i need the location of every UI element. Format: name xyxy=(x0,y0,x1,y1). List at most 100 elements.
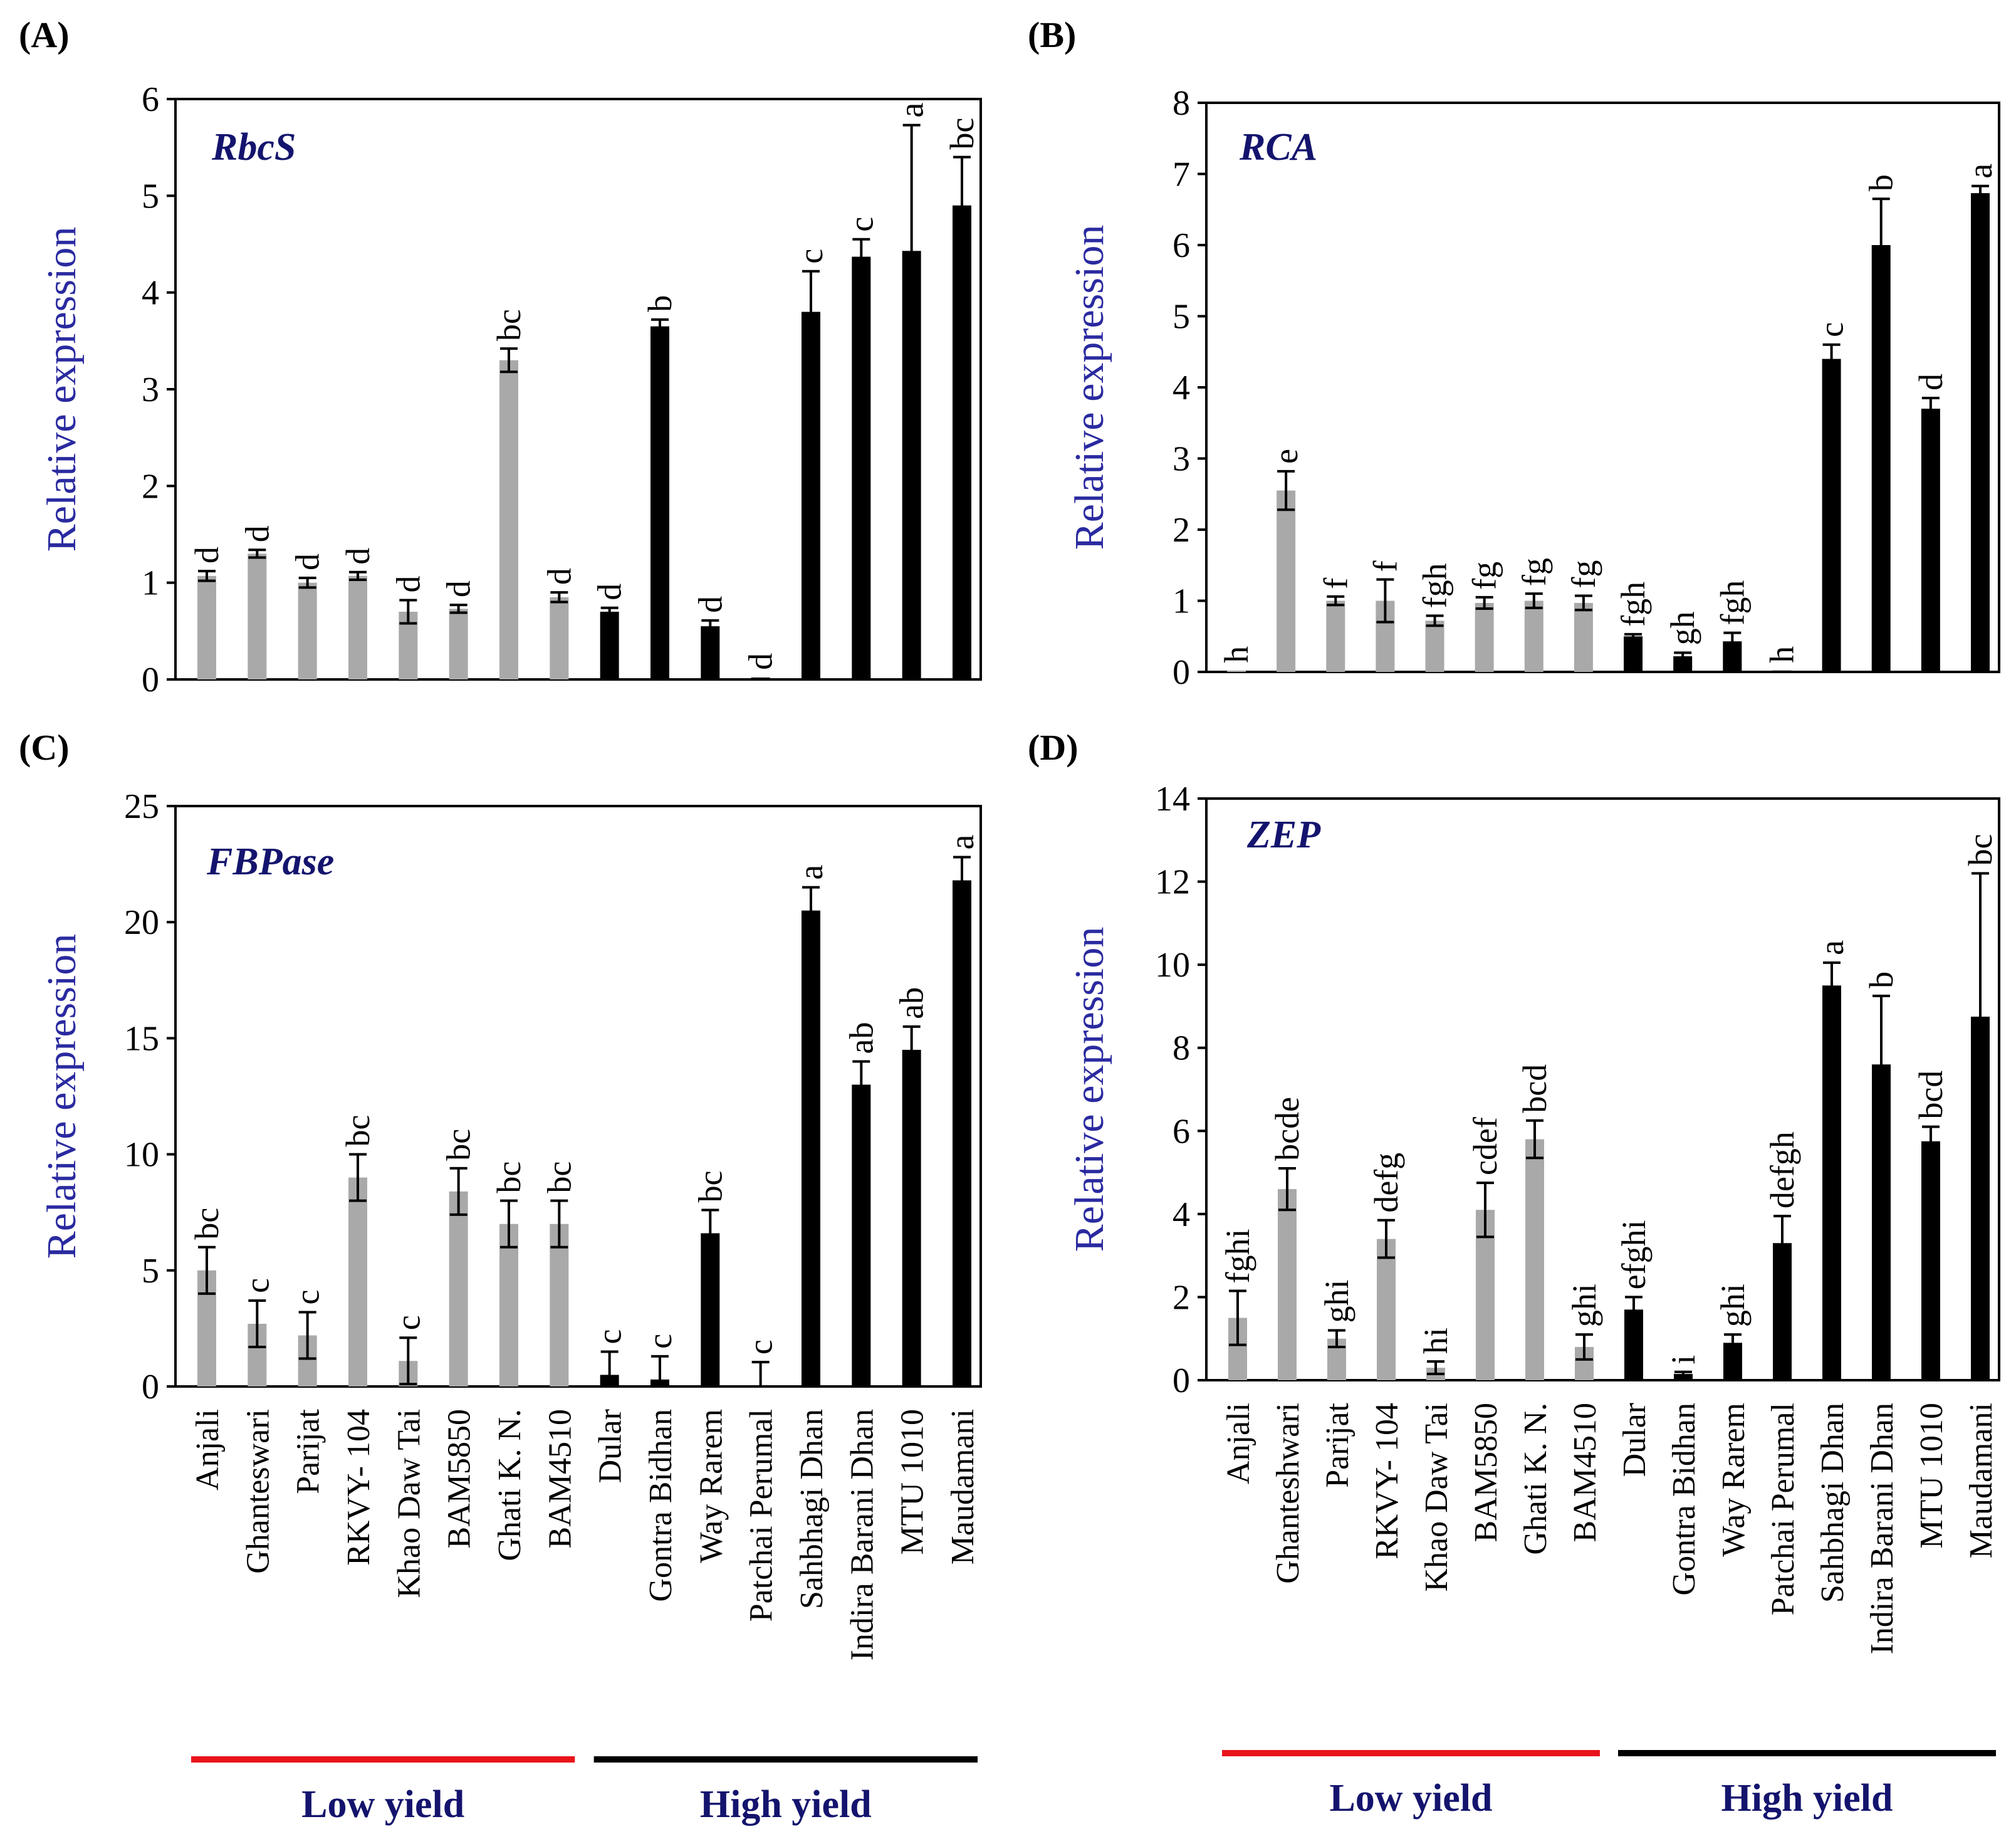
bar xyxy=(802,312,820,679)
category-label: Ghanteswari xyxy=(240,1409,276,1574)
significance-letter: d xyxy=(742,653,780,670)
bar xyxy=(348,575,367,679)
bar xyxy=(348,1177,367,1386)
bar xyxy=(1425,621,1444,672)
bar xyxy=(953,880,971,1386)
panel-label: (A) xyxy=(19,14,70,55)
category-label: MTU 1010 xyxy=(1914,1403,1950,1549)
bar xyxy=(1377,1239,1396,1380)
significance-letter: d xyxy=(389,575,427,592)
panel-c: 0 5 10 15 20 25 (C) FBPase Relative expression bc… xyxy=(19,727,982,1826)
y-axis-label: Relative expression xyxy=(39,227,85,552)
bar xyxy=(1772,670,1792,672)
bar xyxy=(197,575,216,679)
y-tick-label: 10 xyxy=(124,1136,159,1175)
significance-letter: f xyxy=(1317,578,1354,589)
significance-letter: c xyxy=(792,249,830,264)
significance-letter: efghi xyxy=(1615,1220,1653,1289)
y-tick-label: 3 xyxy=(142,370,159,409)
category-label: Indira Barani Dhan xyxy=(844,1409,880,1660)
y-tick-label: 0 xyxy=(142,1368,159,1407)
category-label: Sahbhagi Dhan xyxy=(1815,1403,1851,1603)
bar xyxy=(953,205,971,679)
category-label: Gontra Bidhan xyxy=(643,1409,679,1602)
significance-letter: bcde xyxy=(1268,1097,1306,1161)
y-tick-label: 2 xyxy=(1173,1278,1190,1317)
significance-letter: fg xyxy=(1565,560,1602,589)
y-tick-label: 4 xyxy=(1173,1195,1190,1234)
significance-letter: b xyxy=(1862,972,1900,988)
y-tick-label: 6 xyxy=(1173,226,1190,265)
low-yield-label: Low yield xyxy=(301,1783,464,1826)
category-label: Gontra Bidhan xyxy=(1666,1403,1702,1596)
category-label: RKVY- 104 xyxy=(341,1409,377,1566)
significance-letter: d xyxy=(591,584,629,600)
gene-label: ZEP xyxy=(1246,814,1321,856)
category-label: BAM4510 xyxy=(1567,1403,1603,1542)
category-label: Anjali xyxy=(190,1409,226,1491)
y-tick-label: 2 xyxy=(142,467,159,506)
significance-letter: h xyxy=(1763,646,1800,663)
y-tick-label: 0 xyxy=(1173,1361,1190,1400)
significance-letter: bc xyxy=(339,1115,377,1147)
significance-letter: c xyxy=(238,1278,276,1293)
significance-letter: bc xyxy=(490,1161,528,1193)
bar xyxy=(248,553,267,679)
bar xyxy=(852,256,871,679)
significance-letter: i xyxy=(1664,1355,1702,1365)
significance-letter: fgh xyxy=(1416,563,1454,608)
significance-letter: c xyxy=(842,217,880,232)
significance-letter: bc xyxy=(188,1208,226,1240)
significance-letter: c xyxy=(641,1334,679,1349)
category-label: Maudamani xyxy=(1963,1403,1999,1558)
y-tick-label: 2 xyxy=(1173,511,1190,550)
category-label: BAM4510 xyxy=(542,1409,578,1548)
y-tick-label: 5 xyxy=(1173,298,1190,337)
bar xyxy=(1278,1189,1297,1380)
significance-letter: a xyxy=(943,834,981,849)
significance-letter: a xyxy=(1961,164,1999,179)
bar xyxy=(550,597,569,679)
y-tick-label: 6 xyxy=(1173,1112,1190,1151)
significance-letter: bc xyxy=(691,1171,729,1203)
significance-letter: c xyxy=(1813,322,1851,337)
significance-letter: bc xyxy=(490,309,528,341)
y-tick-label: 5 xyxy=(142,177,159,216)
category-label: Dular xyxy=(593,1409,629,1483)
significance-letter: e xyxy=(1267,449,1305,464)
significance-letter: d xyxy=(691,596,729,613)
y-tick-label: 1 xyxy=(142,564,159,603)
category-label: Anjali xyxy=(1221,1403,1256,1484)
category-label: Khao Daw Tai xyxy=(1419,1403,1455,1592)
bar xyxy=(449,1191,468,1386)
y-tick-label: 10 xyxy=(1155,946,1190,985)
category-label: Dular xyxy=(1617,1403,1653,1477)
gene-label: FBPase xyxy=(206,841,334,883)
significance-letter: b xyxy=(1862,174,1900,191)
bar xyxy=(600,611,619,679)
bar xyxy=(650,326,669,679)
significance-letter: fgh xyxy=(1614,582,1652,627)
y-tick-label: 15 xyxy=(124,1019,159,1058)
category-label: Ghati K. N. xyxy=(492,1409,528,1561)
y-tick-label: 8 xyxy=(1173,84,1190,123)
panel-d: 0 2 4 6 8 10 12 14 (D) ZEP Relative expression fghi… xyxy=(1028,727,2000,1820)
y-tick-label: 3 xyxy=(1173,440,1190,479)
bar xyxy=(751,677,770,679)
significance-letter: a xyxy=(792,865,830,880)
bar xyxy=(1624,636,1643,672)
significance-letter: d xyxy=(440,580,478,597)
bar xyxy=(902,1049,921,1386)
y-tick-label: 0 xyxy=(142,661,159,700)
significance-letter: d xyxy=(289,553,326,570)
significance-letter: ghi xyxy=(1565,1284,1603,1327)
y-tick-label: 12 xyxy=(1155,863,1190,902)
significance-letter: gh xyxy=(1664,611,1701,645)
high-yield-label: High yield xyxy=(1721,1777,1893,1820)
category-label: Maudamani xyxy=(945,1409,981,1564)
bar xyxy=(1822,359,1841,672)
significance-letter: ghi xyxy=(1318,1279,1355,1323)
category-label: Indira Barani Dhan xyxy=(1864,1403,1900,1654)
category-label: RKVY- 104 xyxy=(1369,1403,1405,1559)
